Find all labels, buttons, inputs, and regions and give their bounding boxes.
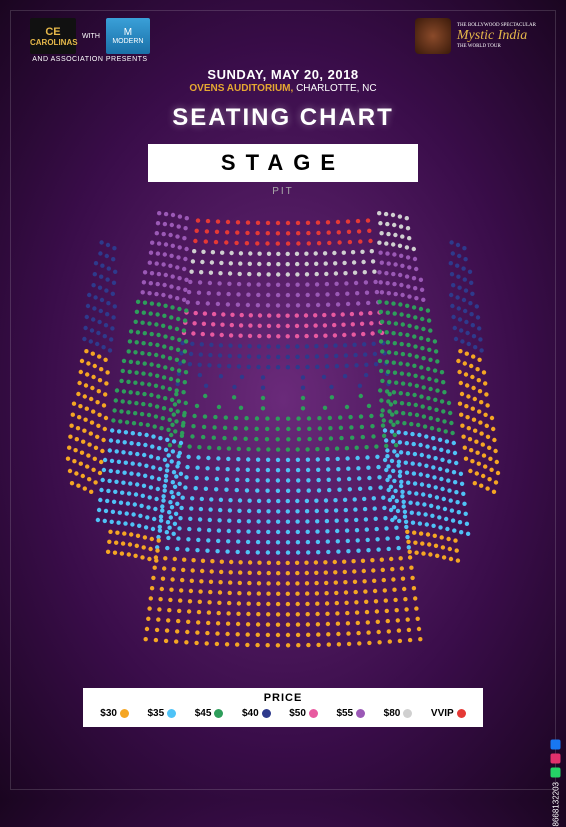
- price-item: $45: [195, 708, 224, 719]
- price-item: $30: [100, 708, 129, 719]
- logo-modern: M MODERN: [106, 18, 150, 54]
- header-right: THE BOLLYWOOD SPECTACULAR Mystic India T…: [415, 18, 536, 54]
- social-sidebar: 8668132203: [550, 740, 560, 827]
- price-item: $50: [289, 708, 318, 719]
- event-venue: OVENS AUDITORIUM,: [189, 83, 293, 94]
- instagram-icon: [550, 754, 560, 764]
- mystic-subtitle: THE WORLD TOUR: [457, 44, 536, 50]
- facebook-icon: [550, 740, 560, 750]
- logo-carolinas: CE CAROLINAS: [30, 18, 76, 54]
- header: CE CAROLINAS WITH M MODERN AND ASSOCIATI…: [0, 0, 566, 63]
- price-item: $40: [242, 708, 271, 719]
- social-phone: 8668132203: [551, 782, 560, 827]
- association-text: AND ASSOCIATION PRESENTS: [30, 56, 150, 63]
- page-title: SEATING CHART: [0, 104, 566, 132]
- seating-svg: [53, 205, 513, 665]
- price-title: PRICE: [91, 692, 475, 704]
- price-item: VVIP: [431, 708, 466, 719]
- stage-label: STAGE: [148, 144, 418, 182]
- event-date: SUNDAY, MAY 20, 2018: [0, 67, 566, 82]
- logo-carolinas-text: CAROLINAS: [30, 38, 76, 47]
- mystic-logo-text: THE BOLLYWOOD SPECTACULAR Mystic India T…: [457, 23, 536, 49]
- mystic-title: Mystic India: [457, 28, 536, 43]
- event-city: CHARLOTTE, NC: [296, 83, 377, 94]
- price-item: $80: [384, 708, 413, 719]
- mystic-logo-icon: [415, 18, 451, 54]
- whatsapp-icon: [550, 768, 560, 778]
- event-info: SUNDAY, MAY 20, 2018 OVENS AUDITORIUM, C…: [0, 67, 566, 94]
- price-row: $30 $35 $45 $40 $50 $55 $80 VVIP: [91, 708, 475, 719]
- pit-label: PIT: [53, 186, 513, 197]
- price-item: $55: [336, 708, 365, 719]
- seating-chart: STAGE PIT: [53, 144, 513, 684]
- price-item: $35: [148, 708, 177, 719]
- price-legend: PRICE $30 $35 $45 $40 $50 $55 $80 VVIP: [83, 688, 483, 727]
- header-left: CE CAROLINAS WITH M MODERN AND ASSOCIATI…: [30, 18, 150, 63]
- with-text: WITH: [82, 33, 100, 40]
- logo-modern-text: MODERN: [106, 38, 150, 45]
- event-venue-line: OVENS AUDITORIUM, CHARLOTTE, NC: [0, 83, 566, 94]
